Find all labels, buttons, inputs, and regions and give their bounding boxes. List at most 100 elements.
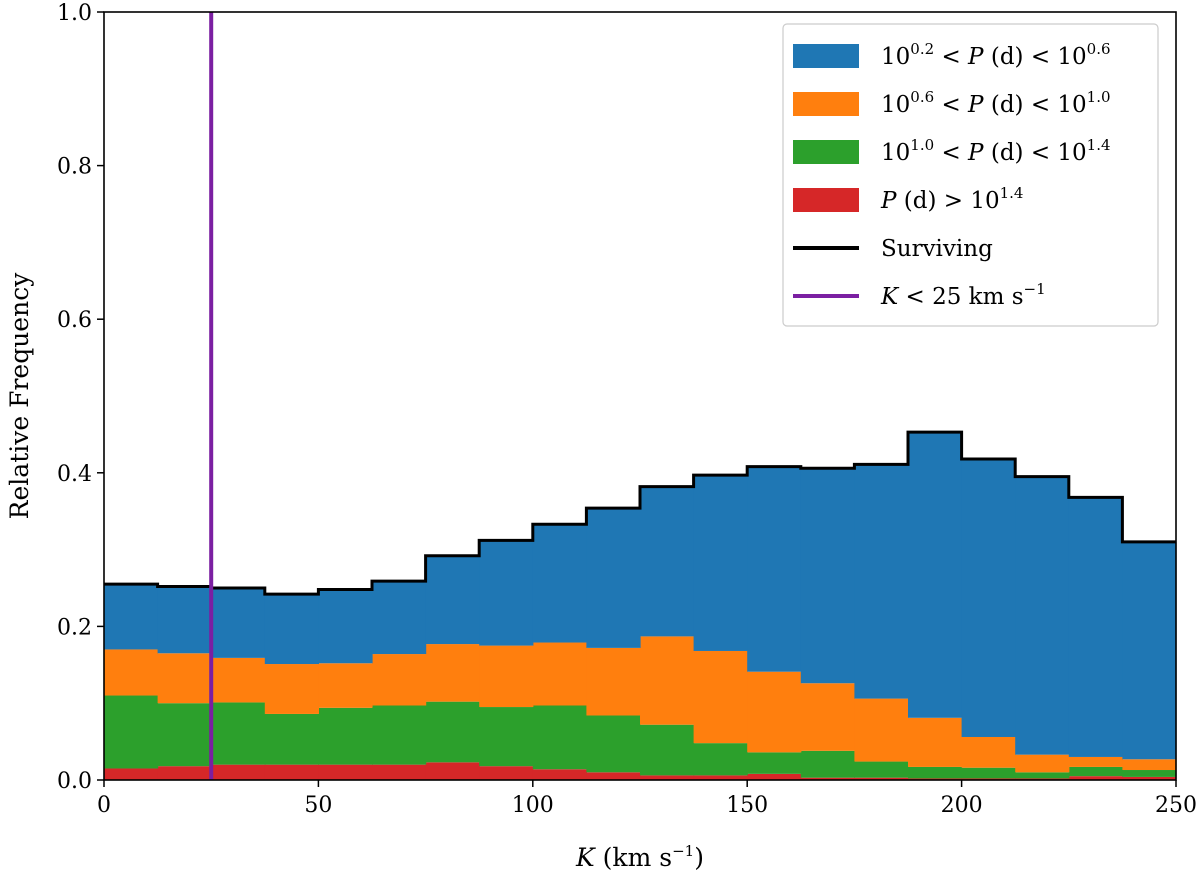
bar-series-1-bin-11 (693, 650, 748, 744)
legend-symbol: K (880, 284, 900, 310)
legend-label-2: 101.0 < P (d) < 101.4 (881, 136, 1111, 166)
bar-series-3-bin-0 (104, 768, 159, 780)
legend-label-1: 100.6 < P (d) < 101.0 (881, 88, 1111, 118)
bar-series-3-bin-13 (800, 777, 855, 780)
bar-series-2-bin-11 (693, 743, 748, 776)
bar-series-0-bin-9 (586, 508, 641, 648)
bar-layer (104, 432, 1177, 780)
bar-series-3-bin-14 (854, 777, 909, 780)
legend-symbol: P (967, 140, 984, 166)
legend-text: (d) < 10 (984, 140, 1087, 166)
plot-frame (103, 11, 1177, 781)
legend-base: 10 (881, 140, 910, 166)
x-axis-label-symbol: K (575, 843, 596, 872)
legend-exponent: 0.6 (1087, 40, 1111, 58)
surviving-step-line (104, 430, 1176, 596)
bar-series-3-bin-3 (264, 764, 319, 780)
bar-series-2-bin-1 (157, 703, 212, 767)
bar-series-1-bin-2 (211, 657, 266, 703)
bar-series-2-bin-12 (747, 752, 802, 774)
bar-series-2-bin-18 (1068, 766, 1123, 777)
y-tick-label-1: 0.2 (57, 615, 92, 640)
bar-series-3-bin-6 (425, 762, 480, 780)
bar-series-0-bin-12 (747, 466, 802, 672)
bar-series-0-bin-16 (961, 458, 1016, 737)
bar-series-1-bin-6 (425, 644, 480, 702)
surviving-layer (104, 430, 1176, 596)
legend-swatch-1 (793, 92, 859, 116)
bar-series-0-bin-7 (479, 540, 534, 646)
bar-series-0-bin-15 (908, 432, 963, 718)
bar-series-2-bin-10 (640, 724, 695, 776)
legend-label-4: Surviving (881, 236, 993, 262)
legend-label-5: K < 25 km s−1 (880, 280, 1046, 310)
legend-symbol: P (967, 92, 984, 118)
bar-series-3-bin-19 (1122, 776, 1177, 780)
legend-exponent: 0.6 (910, 88, 934, 106)
x-axis-label: K (km s−1) (575, 842, 704, 872)
bar-series-1-bin-17 (1015, 754, 1070, 773)
bar-series-0-bin-0 (104, 584, 159, 650)
x-tick-label-1: 50 (304, 793, 332, 818)
bar-series-0-bin-14 (854, 464, 909, 699)
bar-series-0-bin-6 (425, 555, 480, 645)
y-tick-label-4: 0.8 (57, 155, 92, 180)
bar-series-2-bin-6 (425, 701, 480, 763)
bar-series-1-bin-0 (104, 649, 159, 696)
legend-base: 10 (881, 92, 910, 118)
bar-series-3-bin-1 (157, 766, 212, 780)
bar-series-0-bin-3 (264, 594, 319, 665)
legend-label-0: 100.2 < P (d) < 100.6 (881, 40, 1111, 70)
bar-series-1-bin-7 (479, 645, 534, 708)
legend-symbol: P (880, 188, 897, 214)
bar-series-0-bin-10 (640, 486, 695, 637)
y-tick-label-5: 1.0 (57, 1, 92, 26)
x-tick-label-5: 250 (1155, 793, 1197, 818)
legend-text: < 25 km s (898, 284, 1023, 310)
bar-series-0-bin-18 (1068, 497, 1123, 757)
bar-series-3-bin-11 (693, 775, 748, 780)
bar-series-1-bin-10 (640, 636, 695, 725)
bar-series-0-bin-11 (693, 475, 748, 651)
x-axis-label-exponent: −1 (672, 842, 694, 860)
bar-series-2-bin-17 (1015, 772, 1070, 779)
bar-series-1-bin-5 (372, 654, 427, 706)
bar-series-2-bin-19 (1122, 770, 1177, 777)
legend-exponent: 0.2 (910, 40, 934, 58)
y-axis-label: Relative Frequency (5, 272, 34, 520)
x-tick-label-0: 0 (97, 793, 111, 818)
x-axis-ticks: 0 50 100 150 200 250 (97, 780, 1197, 818)
bar-series-2-bin-15 (908, 766, 963, 779)
bar-series-1-bin-13 (800, 683, 855, 751)
bar-series-3-bin-2 (211, 764, 266, 780)
x-axis-label-unit: (km s (595, 843, 672, 872)
bar-series-0-bin-8 (532, 524, 587, 643)
legend-text: (d) < 10 (984, 92, 1087, 118)
bar-series-2-bin-2 (211, 702, 266, 765)
bar-series-0-bin-1 (157, 586, 212, 654)
legend-box (782, 23, 1159, 327)
bar-series-3-bin-9 (586, 772, 641, 780)
bar-series-2-bin-8 (532, 705, 587, 770)
legend-exponent: 1.4 (1087, 136, 1111, 154)
x-tick-label-3: 150 (726, 793, 768, 818)
bar-series-3-bin-10 (640, 775, 695, 780)
bar-series-0-bin-4 (318, 589, 373, 664)
legend-exponent: 1.4 (1000, 184, 1024, 202)
y-tick-label-3: 0.6 (57, 308, 92, 333)
legend-exponent: 1.0 (1087, 88, 1111, 106)
bar-series-2-bin-13 (800, 750, 855, 778)
legend-exponent: 1.0 (910, 136, 934, 154)
legend-swatch-2 (793, 140, 859, 164)
y-axis-ticks: 0.0 0.2 0.4 0.6 0.8 1.0 (57, 1, 104, 794)
legend-symbol: P (967, 44, 984, 70)
bar-series-2-bin-4 (318, 707, 373, 765)
bar-series-1-bin-3 (264, 664, 319, 714)
legend-text: (d) > 10 (896, 188, 999, 214)
bar-series-0-bin-13 (800, 468, 855, 684)
bar-series-1-bin-16 (961, 736, 1016, 768)
y-tick-label-0: 0.0 (57, 769, 92, 794)
x-tick-label-2: 100 (512, 793, 554, 818)
bar-series-3-bin-7 (479, 766, 534, 780)
